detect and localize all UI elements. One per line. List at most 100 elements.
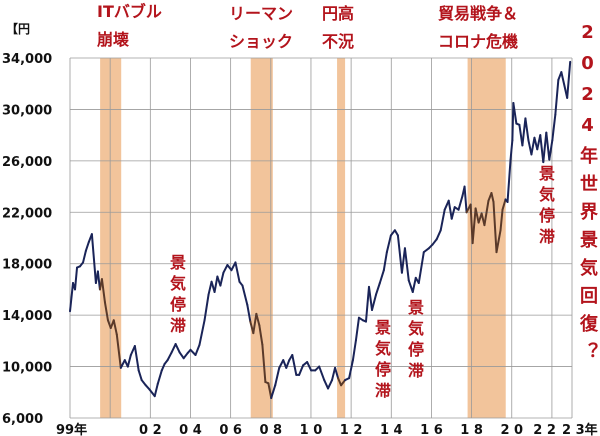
stagnation-label-1: 景気停滞 bbox=[167, 254, 186, 338]
line-segment bbox=[417, 251, 425, 284]
y-axis-ticks: 6,000 10,000 14,000 18,000 22,000 26,000 30,00… bbox=[2, 52, 52, 427]
line-segment bbox=[213, 275, 219, 293]
recession-band bbox=[100, 58, 122, 418]
line-segment bbox=[207, 280, 213, 296]
line-segment bbox=[189, 348, 197, 356]
x-tick-label: 99年 bbox=[56, 422, 87, 436]
stagnation-label-4: 景気停滞 bbox=[536, 165, 555, 249]
line-segment bbox=[306, 361, 313, 372]
line-segment bbox=[407, 279, 414, 293]
line-segment bbox=[82, 249, 87, 264]
line-segment bbox=[506, 158, 512, 203]
line-segment bbox=[334, 366, 340, 380]
line-segment bbox=[126, 354, 132, 368]
line-segment bbox=[389, 229, 396, 237]
line-segment bbox=[495, 229, 502, 254]
line-segment bbox=[566, 60, 572, 99]
line-segment bbox=[137, 369, 143, 382]
line-segment bbox=[246, 303, 252, 323]
line-segment bbox=[182, 352, 189, 360]
line-segment bbox=[530, 136, 536, 156]
line-segment bbox=[166, 351, 173, 362]
line-segment bbox=[492, 201, 498, 254]
y-tick-label: 18,000 bbox=[2, 258, 52, 273]
line-segment bbox=[411, 276, 417, 293]
line-segment bbox=[403, 247, 410, 282]
line-segment bbox=[274, 366, 281, 387]
line-segment bbox=[241, 284, 249, 306]
line-segment bbox=[511, 102, 515, 142]
line-segment bbox=[364, 285, 370, 323]
line-segment bbox=[524, 117, 530, 142]
line-segment bbox=[69, 282, 75, 313]
y-tick-label: 10,000 bbox=[2, 361, 52, 376]
line-segment bbox=[337, 377, 343, 387]
line-segment bbox=[551, 113, 557, 142]
line-segment bbox=[170, 343, 177, 354]
line-segment bbox=[499, 208, 504, 232]
line-segment bbox=[422, 247, 430, 254]
line-segment bbox=[291, 354, 298, 376]
line-segment bbox=[234, 261, 241, 283]
recession-bands bbox=[100, 58, 506, 418]
line-segment bbox=[318, 365, 326, 382]
line-segment bbox=[340, 379, 347, 387]
line-segment bbox=[554, 78, 560, 116]
line-segment bbox=[327, 379, 334, 390]
x-axis-ticks: 99年 0 2 0 4 0 6 0 8 1 0 1 2 1 4 1 6 1 8 2 0 2 2 2 3年 bbox=[56, 422, 598, 436]
line-segment bbox=[545, 131, 551, 161]
line-segment bbox=[521, 117, 527, 147]
stagnation-label-3: 景気停滞 bbox=[405, 299, 424, 383]
line-segment bbox=[447, 199, 453, 220]
line-segment bbox=[371, 293, 378, 311]
line-segment bbox=[178, 351, 185, 360]
line-segment bbox=[255, 312, 261, 327]
recession-band bbox=[337, 58, 346, 418]
price-line bbox=[69, 60, 572, 400]
line-segment bbox=[542, 131, 548, 164]
line-segment bbox=[548, 139, 554, 161]
line-segment bbox=[160, 363, 166, 372]
line-segment bbox=[267, 382, 273, 400]
y-axis-unit: 【円 bbox=[6, 22, 31, 36]
line-segment bbox=[351, 339, 357, 362]
line-segment bbox=[156, 369, 163, 385]
line-segment bbox=[278, 359, 285, 369]
line-segment bbox=[119, 359, 126, 369]
line-segment bbox=[457, 194, 464, 211]
line-segment bbox=[560, 71, 569, 99]
band-label-it-bubble: ITバブル 崩壊 bbox=[97, 2, 162, 49]
line-segment bbox=[112, 319, 118, 336]
line-segment bbox=[378, 269, 385, 284]
gridlines bbox=[69, 57, 573, 419]
line-segment bbox=[198, 319, 206, 346]
line-segment bbox=[103, 301, 109, 322]
line-segment bbox=[450, 206, 456, 220]
band-label-trade-war-covid: 貿易戦争＆ コロナ危機 bbox=[438, 4, 519, 51]
y-tick-label: 22,000 bbox=[2, 206, 52, 221]
line-segment bbox=[385, 234, 392, 254]
y-tick-label: 30,000 bbox=[2, 103, 52, 118]
x-tick-label: 1 8 bbox=[460, 423, 483, 436]
line-segment bbox=[144, 384, 151, 391]
line-segment bbox=[367, 285, 374, 311]
line-segment bbox=[148, 388, 156, 398]
line-segment bbox=[133, 345, 140, 372]
x-tick-label: 1 6 bbox=[420, 423, 443, 436]
line-segment bbox=[203, 293, 210, 322]
line-segment bbox=[382, 251, 388, 272]
line-segment bbox=[115, 333, 122, 369]
line-segment bbox=[463, 185, 468, 214]
line-segment bbox=[222, 264, 229, 274]
x-tick-label: 2 0 bbox=[500, 423, 523, 436]
line-segment bbox=[323, 379, 330, 390]
x-tick-label: 1 0 bbox=[300, 423, 323, 436]
y-tick-label: 6,000 bbox=[2, 412, 43, 427]
line-segment bbox=[174, 343, 181, 354]
line-segment bbox=[285, 359, 291, 369]
line-segment bbox=[490, 192, 495, 203]
x-tick-label: 1 2 bbox=[340, 423, 363, 436]
line-segment bbox=[435, 229, 442, 241]
line-segment bbox=[512, 102, 518, 125]
